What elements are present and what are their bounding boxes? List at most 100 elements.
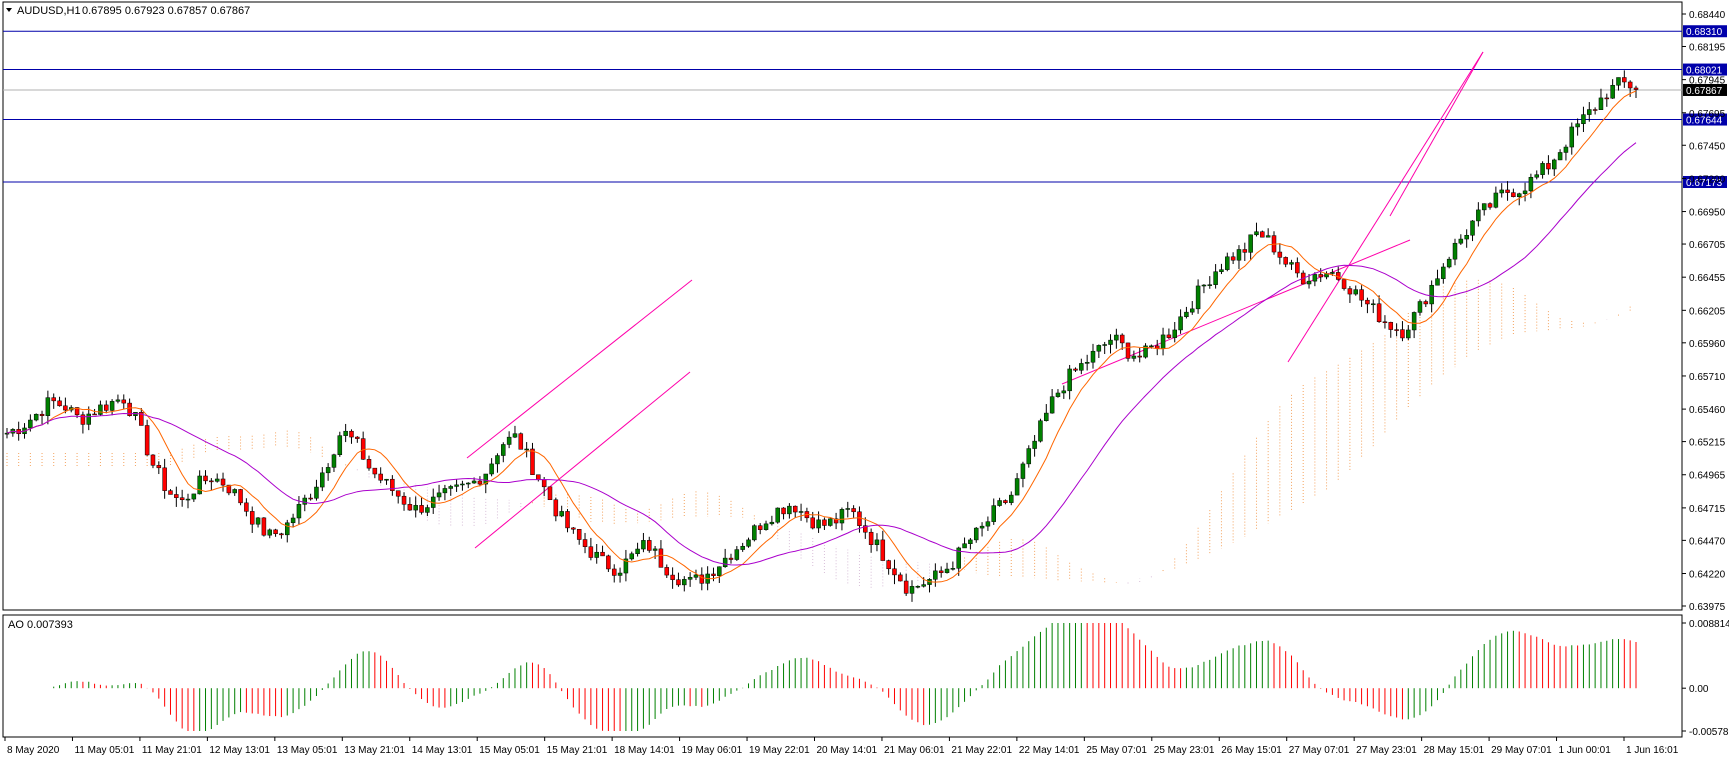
- time-tick-label: 18 May 14:01: [614, 745, 675, 756]
- trend-line[interactable]: [1061, 239, 1411, 385]
- candle-body: [1587, 109, 1592, 115]
- level-price-label: 0.67644: [1686, 116, 1723, 127]
- trend-line[interactable]: [1389, 51, 1484, 217]
- candle-body: [833, 518, 839, 524]
- candle-body: [483, 473, 489, 485]
- candle-body: [1084, 361, 1090, 364]
- candle-body: [249, 511, 255, 525]
- candle-body: [343, 430, 348, 436]
- candle-body: [962, 543, 967, 549]
- candle-body: [1184, 311, 1189, 318]
- time-tick-label: 27 May 23:01: [1356, 745, 1417, 756]
- candle-body: [956, 547, 961, 569]
- candle-body: [290, 517, 296, 524]
- candle-body: [1493, 192, 1499, 208]
- time-tick-label: 13 May 21:01: [344, 745, 405, 756]
- candle-body: [874, 539, 880, 545]
- candle-body: [1470, 220, 1475, 236]
- ohlc-values: 0.67895 0.67923 0.67857 0.67867: [82, 5, 250, 17]
- candle-body: [1452, 242, 1458, 260]
- candle-body: [1219, 269, 1224, 272]
- candle-body: [1552, 159, 1557, 170]
- trend-line[interactable]: [466, 279, 693, 459]
- candle-body: [717, 566, 722, 576]
- candle-body: [1061, 390, 1067, 394]
- candle-body: [448, 486, 453, 489]
- candle-body: [261, 517, 267, 536]
- candle-body: [553, 499, 559, 517]
- candle-body: [594, 551, 599, 558]
- candle-body: [1622, 77, 1627, 83]
- level-price-label: 0.68310: [1686, 27, 1723, 38]
- indicator-tick-label: -0.005786: [1689, 727, 1729, 738]
- candle-body: [390, 478, 395, 491]
- price-tick-label: 0.64470: [1689, 536, 1726, 547]
- candle-body: [203, 475, 208, 482]
- candle-body: [320, 472, 325, 488]
- candle-body: [214, 478, 220, 482]
- candle-body: [617, 572, 623, 576]
- time-tick-label: 21 May 06:01: [884, 745, 945, 756]
- candle-body: [1032, 440, 1037, 449]
- candle-body: [1499, 189, 1504, 194]
- trend-line[interactable]: [1287, 51, 1484, 363]
- candle-body: [734, 549, 740, 560]
- candle-body: [880, 539, 886, 561]
- candle-body: [1569, 126, 1575, 148]
- indicator-axis: 0.008814 0.00 -0.005786: [1682, 619, 1729, 738]
- candle-body: [86, 413, 91, 425]
- candle-body: [1119, 334, 1125, 344]
- candle-body: [787, 505, 792, 515]
- candle-body: [886, 560, 891, 570]
- candle-body: [798, 511, 804, 513]
- time-tick-label: 8 May 2020: [7, 745, 60, 756]
- candle-body: [413, 505, 418, 511]
- candle-body: [378, 473, 383, 481]
- candle-body: [1406, 329, 1411, 339]
- collapse-triangle-icon[interactable]: [6, 8, 12, 12]
- price-tick-label: 0.65960: [1689, 339, 1726, 350]
- candle-body: [979, 525, 985, 529]
- candle-body: [746, 539, 751, 547]
- candle-body: [460, 483, 465, 486]
- candle-body: [139, 411, 144, 426]
- candle-body: [506, 436, 512, 445]
- candlesticks: [4, 70, 1639, 602]
- candle-body: [325, 467, 331, 474]
- candle-body: [466, 482, 471, 485]
- time-tick-label: 22 May 14:01: [1019, 745, 1080, 756]
- candle-body: [1318, 274, 1323, 278]
- candle-body: [1604, 97, 1610, 100]
- candle-body: [104, 404, 109, 411]
- level-price-badge: [1683, 113, 1727, 126]
- price-tick-label: 0.67695: [1689, 109, 1726, 120]
- candle-body: [226, 484, 232, 494]
- candle-body: [1242, 249, 1248, 253]
- price-axis: 0.68440 0.68195 0.67945 0.67695 0.67450 0.672…: [1682, 10, 1726, 613]
- candle-body: [1411, 312, 1417, 331]
- candle-body: [1388, 322, 1394, 330]
- candle-body: [682, 579, 687, 586]
- candle-body: [863, 525, 868, 533]
- candle-body: [1108, 339, 1113, 345]
- candle-body: [1190, 308, 1195, 313]
- candle-body: [670, 574, 675, 580]
- candle-body: [1441, 266, 1446, 279]
- candle-body: [903, 580, 909, 594]
- candle-body: [255, 517, 261, 525]
- candle-body: [1067, 368, 1072, 392]
- time-tick-label: 11 May 21:01: [142, 745, 202, 756]
- trend-line[interactable]: [474, 371, 691, 549]
- time-tick-label: 21 May 22:01: [951, 745, 1012, 756]
- candle-body: [1049, 396, 1055, 414]
- candle-body: [1557, 152, 1563, 161]
- candle-body: [401, 495, 407, 505]
- price-tick-label: 0.64965: [1689, 471, 1726, 482]
- candle-body: [898, 574, 903, 582]
- level-price-label: 0.68021: [1686, 66, 1723, 77]
- candle-body: [600, 551, 605, 557]
- candle-body: [1003, 500, 1008, 503]
- candle-body: [985, 521, 991, 527]
- candle-body: [92, 413, 97, 416]
- candle-body: [366, 459, 372, 469]
